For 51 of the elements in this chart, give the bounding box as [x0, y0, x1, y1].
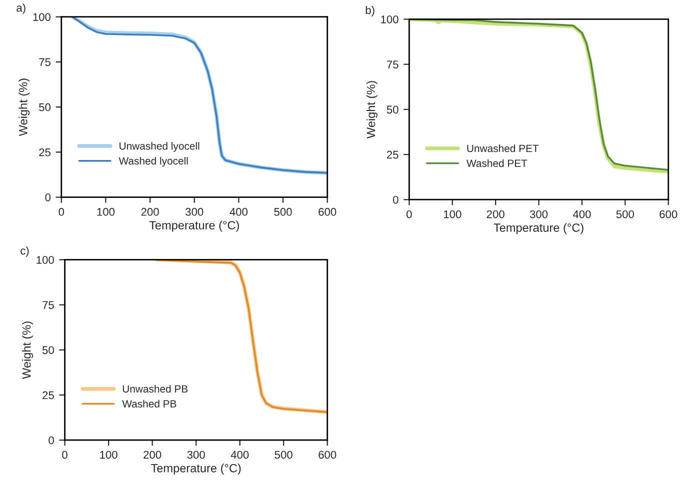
- chart-title: c): [20, 246, 29, 257]
- y-tick-label: 0: [48, 436, 54, 444]
- y-axis-title: Weight (%): [22, 322, 34, 379]
- legend-label: Washed PB: [122, 400, 176, 408]
- x-tick-label: 400: [230, 450, 249, 459]
- x-tick-label: 400: [230, 208, 248, 216]
- y-tick-label: 75: [386, 60, 398, 68]
- y-tick-label: 25: [42, 391, 54, 400]
- x-tick-label: 600: [318, 208, 336, 216]
- y-tick-label: 75: [39, 58, 50, 66]
- x-tick-label: 0: [58, 208, 64, 216]
- x-tick-label: 500: [274, 208, 292, 216]
- legend-label: Unwashed PB: [122, 384, 188, 393]
- x-axis-title: Temperature (°C): [149, 220, 239, 232]
- x-axis-title: Temperature (°C): [151, 464, 241, 475]
- x-tick-label: 200: [486, 210, 504, 218]
- x-tick-label: 100: [444, 210, 462, 218]
- y-tick-label: 75: [42, 301, 54, 309]
- x-tick-label: 300: [186, 208, 204, 216]
- y-tick-label: 25: [39, 148, 50, 156]
- x-tick-label: 100: [100, 450, 118, 459]
- chart-title: a): [16, 4, 26, 14]
- y-tick-label: 0: [45, 193, 51, 202]
- y-tick-label: 100: [33, 13, 51, 21]
- x-tick-label: 200: [141, 208, 159, 216]
- x-tick-label: 300: [187, 450, 205, 459]
- x-tick-label: 100: [97, 208, 115, 216]
- x-tick-label: 400: [572, 210, 591, 218]
- chart-title: b): [366, 6, 374, 16]
- x-tick-label: 200: [144, 450, 162, 459]
- y-axis-title: Weight (%): [366, 81, 378, 138]
- legend-label: Unwashed lyocell: [120, 142, 200, 152]
- x-tick-label: 0: [62, 450, 68, 459]
- y-tick-label: 25: [386, 150, 398, 159]
- x-tick-label: 0: [406, 210, 412, 218]
- legend-label: Unwashed PET: [467, 144, 539, 152]
- y-tick-label: 100: [381, 16, 398, 24]
- x-tick-label: 300: [530, 210, 548, 218]
- y-tick-label: 50: [42, 346, 54, 354]
- legend-label: Washed lyocell: [118, 156, 188, 167]
- x-tick-label: 600: [660, 210, 678, 218]
- y-tick-label: 50: [39, 103, 51, 112]
- x-tick-label: 600: [318, 450, 336, 459]
- y-tick-label: 0: [393, 196, 398, 204]
- x-tick-label: 500: [274, 450, 292, 459]
- y-tick-label: 100: [36, 256, 54, 264]
- y-axis-title: Weight (%): [18, 78, 30, 136]
- legend-label: Washed PET: [466, 159, 528, 168]
- x-tick-label: 500: [616, 210, 634, 218]
- x-axis-title: Temperature (°C): [494, 223, 584, 234]
- y-tick-label: 50: [386, 106, 398, 114]
